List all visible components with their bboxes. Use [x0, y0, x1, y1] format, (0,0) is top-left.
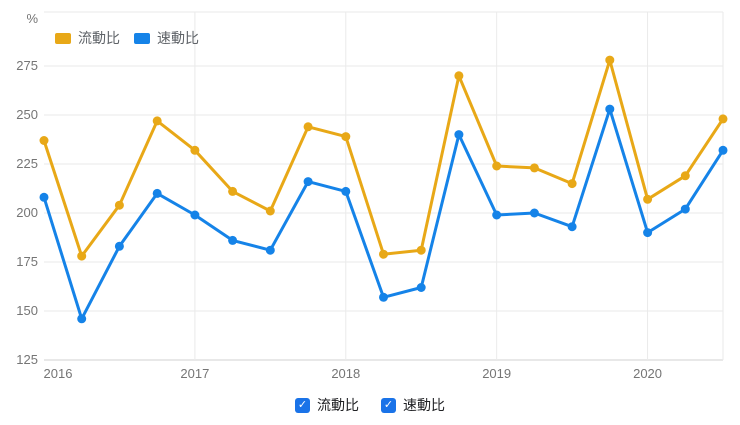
data-point[interactable] — [529, 208, 539, 218]
data-point[interactable] — [492, 210, 502, 220]
series-line-流動比 — [42, 58, 725, 258]
data-point[interactable] — [303, 177, 313, 187]
series-line-速動比 — [42, 107, 725, 321]
data-point[interactable] — [605, 55, 615, 65]
data-point[interactable] — [341, 132, 351, 142]
data-point[interactable] — [416, 283, 426, 292]
y-tick-label: 150 — [16, 303, 38, 318]
legend-item-current-ratio: 流動比 — [55, 28, 120, 48]
x-tick-label: 2016 — [44, 366, 73, 381]
data-point[interactable] — [152, 116, 162, 126]
data-point[interactable] — [114, 200, 124, 210]
data-point[interactable] — [567, 179, 577, 189]
y-axis-unit-label: % — [26, 11, 38, 26]
data-point[interactable] — [454, 71, 464, 81]
checkbox-label: 流動比 — [317, 397, 359, 413]
y-tick-label: 200 — [16, 205, 38, 220]
data-point[interactable] — [303, 122, 313, 132]
data-point[interactable] — [643, 194, 653, 204]
legend-label: 流動比 — [78, 30, 120, 46]
data-point[interactable] — [379, 249, 388, 259]
data-point[interactable] — [190, 145, 200, 155]
data-point[interactable] — [228, 186, 238, 196]
legend-label: 速動比 — [157, 30, 199, 46]
checkbox-checked-icon[interactable]: ✓ — [381, 397, 396, 413]
data-point[interactable] — [265, 206, 275, 216]
data-point[interactable] — [152, 188, 162, 198]
data-point[interactable] — [529, 163, 539, 173]
checkbox-label: 速動比 — [403, 397, 445, 413]
data-point[interactable] — [39, 192, 49, 202]
y-tick-label: 225 — [16, 156, 38, 171]
data-point[interactable] — [77, 251, 87, 261]
checkbox-checked-icon[interactable]: ✓ — [295, 397, 310, 413]
data-point[interactable] — [643, 228, 653, 238]
x-tick-label: 2020 — [633, 366, 662, 381]
data-point[interactable] — [341, 186, 351, 196]
data-point[interactable] — [379, 292, 388, 302]
x-tick-label: 2018 — [331, 366, 360, 381]
x-tick-label: 2019 — [482, 366, 511, 381]
y-tick-label: 175 — [16, 254, 38, 269]
data-point[interactable] — [228, 235, 238, 245]
data-point[interactable] — [39, 136, 49, 145]
data-point[interactable] — [416, 245, 426, 255]
data-point[interactable] — [567, 222, 577, 232]
chart-legend: 流動比 速動比 — [55, 28, 199, 48]
data-point[interactable] — [265, 245, 275, 255]
data-point[interactable] — [454, 130, 464, 140]
x-tick-label: 2017 — [180, 366, 209, 381]
y-tick-label: 125 — [16, 352, 38, 367]
quick-ratio-checkbox[interactable]: ✓ 速動比 — [381, 395, 445, 415]
data-point[interactable] — [680, 204, 690, 214]
current-ratio-checkbox[interactable]: ✓ 流動比 — [295, 395, 359, 415]
data-point[interactable] — [680, 171, 690, 181]
y-tick-label: 250 — [16, 107, 38, 122]
legend-swatch-icon — [55, 32, 71, 44]
data-point[interactable] — [718, 114, 728, 124]
data-point[interactable] — [114, 241, 124, 251]
legend-item-quick-ratio: 速動比 — [134, 28, 199, 48]
data-point[interactable] — [190, 210, 200, 220]
series-toggle-bar: ✓ 流動比 ✓ 速動比 — [0, 395, 740, 415]
data-point[interactable] — [77, 314, 87, 324]
legend-swatch-icon — [134, 32, 150, 44]
data-point[interactable] — [492, 161, 502, 171]
line-chart-canvas: 125 150 175 200 225 250 275 2016 2017 2018 2019 202… — [16, 11, 728, 381]
data-point[interactable] — [718, 145, 728, 155]
y-tick-label: 275 — [16, 58, 38, 73]
data-point[interactable] — [605, 104, 615, 114]
